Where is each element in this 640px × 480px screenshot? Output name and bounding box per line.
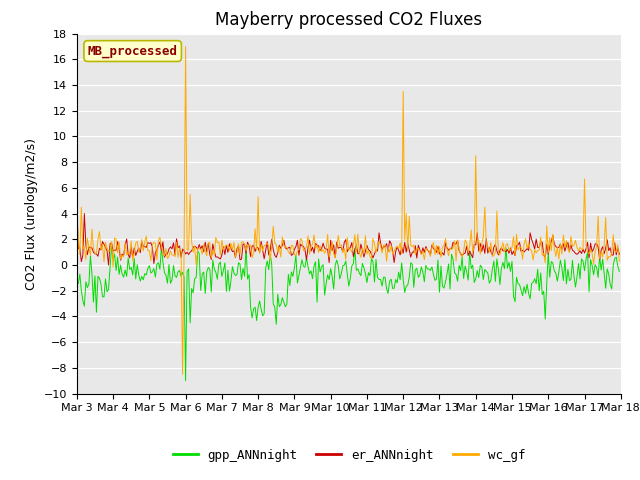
er_ANNnight [105,262,113,268]
Line: gpp_ANNnight: gpp_ANNnight [77,247,620,381]
Legend: gpp_ANNnight, er_ANNnight, wc_gf: gpp_ANNnight, er_ANNnight, wc_gf [168,444,530,467]
wc_gf [313,242,321,248]
gpp_ANNnight [236,261,244,267]
Line: er_ANNnight: er_ANNnight [77,207,620,265]
wc_gf [588,251,596,256]
wc_gf [73,204,81,210]
gpp_ANNnight [616,268,623,274]
er_ANNnight [141,244,148,250]
wc_gf [182,44,189,49]
Line: wc_gf: wc_gf [77,47,620,374]
er_ANNnight [254,245,262,251]
gpp_ANNnight [140,277,147,283]
wc_gf [256,251,264,256]
Title: Mayberry processed CO2 Fluxes: Mayberry processed CO2 Fluxes [215,11,483,29]
er_ANNnight [616,252,623,257]
er_ANNnight [587,240,595,246]
er_ANNnight [312,240,319,246]
gpp_ANNnight [256,298,264,304]
wc_gf [237,240,245,245]
wc_gf [616,258,623,264]
gpp_ANNnight [265,267,273,273]
gpp_ANNnight [182,378,189,384]
Y-axis label: CO2 Flux (urology/m2/s): CO2 Flux (urology/m2/s) [25,138,38,289]
er_ANNnight [73,204,81,210]
gpp_ANNnight [588,262,596,268]
gpp_ANNnight [73,279,81,285]
wc_gf [179,372,186,377]
Text: MB_processed: MB_processed [88,44,178,58]
gpp_ANNnight [242,244,250,250]
er_ANNnight [236,257,244,263]
er_ANNnight [264,239,271,245]
gpp_ANNnight [313,299,321,305]
wc_gf [140,248,147,254]
wc_gf [265,243,273,249]
